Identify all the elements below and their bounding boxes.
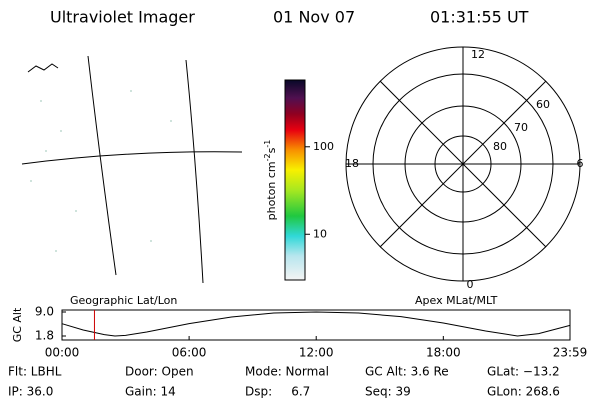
x-tick-label: 23:59 [553,346,588,360]
date: 01 Nov 07 [273,8,355,27]
colorbar [284,79,306,281]
x-tick-label: 18:00 [426,346,461,360]
lat-label: 70 [514,121,528,134]
status-field: GLon: 268.6 [487,385,560,399]
speckles [30,90,172,252]
lat-label: 60 [536,98,550,111]
mlt-label: 6 [577,157,584,170]
timeline-left-label: Geographic Lat/Lon [70,294,177,307]
image-panel [21,55,243,284]
status-field: IP: 36.0 [8,385,53,399]
coastline [27,63,59,73]
status-panel: Flt: LBHL IP: 36.0 Door: Open Gain: 14 Mode:… [8,365,560,399]
polar-labels: 12 18 6 0 60 70 80 [345,48,584,291]
colorbar-tick-label: 10 [313,227,327,240]
y-tick-label: 1.8 [35,329,54,343]
grid-line [185,59,204,284]
x-tick-label: 12:00 [299,346,334,360]
status-field: GLat: −13.2 [487,365,560,379]
y-axis-label: GC Alt [11,307,24,342]
status-field: GC Alt: 3.6 Re [365,365,449,379]
status-field: Flt: LBHL [8,365,62,379]
colorbar-tick-label: 100 [313,140,334,153]
timeline-frame [61,309,571,341]
x-tick-label: 00:00 [45,346,80,360]
mlt-label: 18 [345,157,359,170]
grid-line [87,55,117,276]
time: 01:31:55 UT [430,8,529,27]
y-tick-label: 9.0 [35,305,54,319]
status-field: Door: Open [125,365,194,379]
status-field: Dsp: 6.7 [245,385,310,399]
instrument: Ultraviolet Imager [50,8,195,27]
status-field: Seq: 39 [365,385,411,399]
polar-plot [345,46,581,282]
mlt-label: 12 [471,48,485,61]
timeline: 9.0 1.8 00:00 06:00 12:00 18:00 23:59 [35,305,587,360]
status-field: Gain: 14 [125,385,176,399]
mlt-label: 0 [467,278,474,291]
altitude-line [61,311,571,337]
colorbar-label: photon cm-2s-1 [263,140,279,221]
status-field: Mode: Normal [245,365,329,379]
x-tick-label: 06:00 [172,346,207,360]
lat-label: 80 [493,140,507,153]
grid-line [21,151,243,165]
timeline-right-label: Apex MLat/MLT [415,294,498,307]
